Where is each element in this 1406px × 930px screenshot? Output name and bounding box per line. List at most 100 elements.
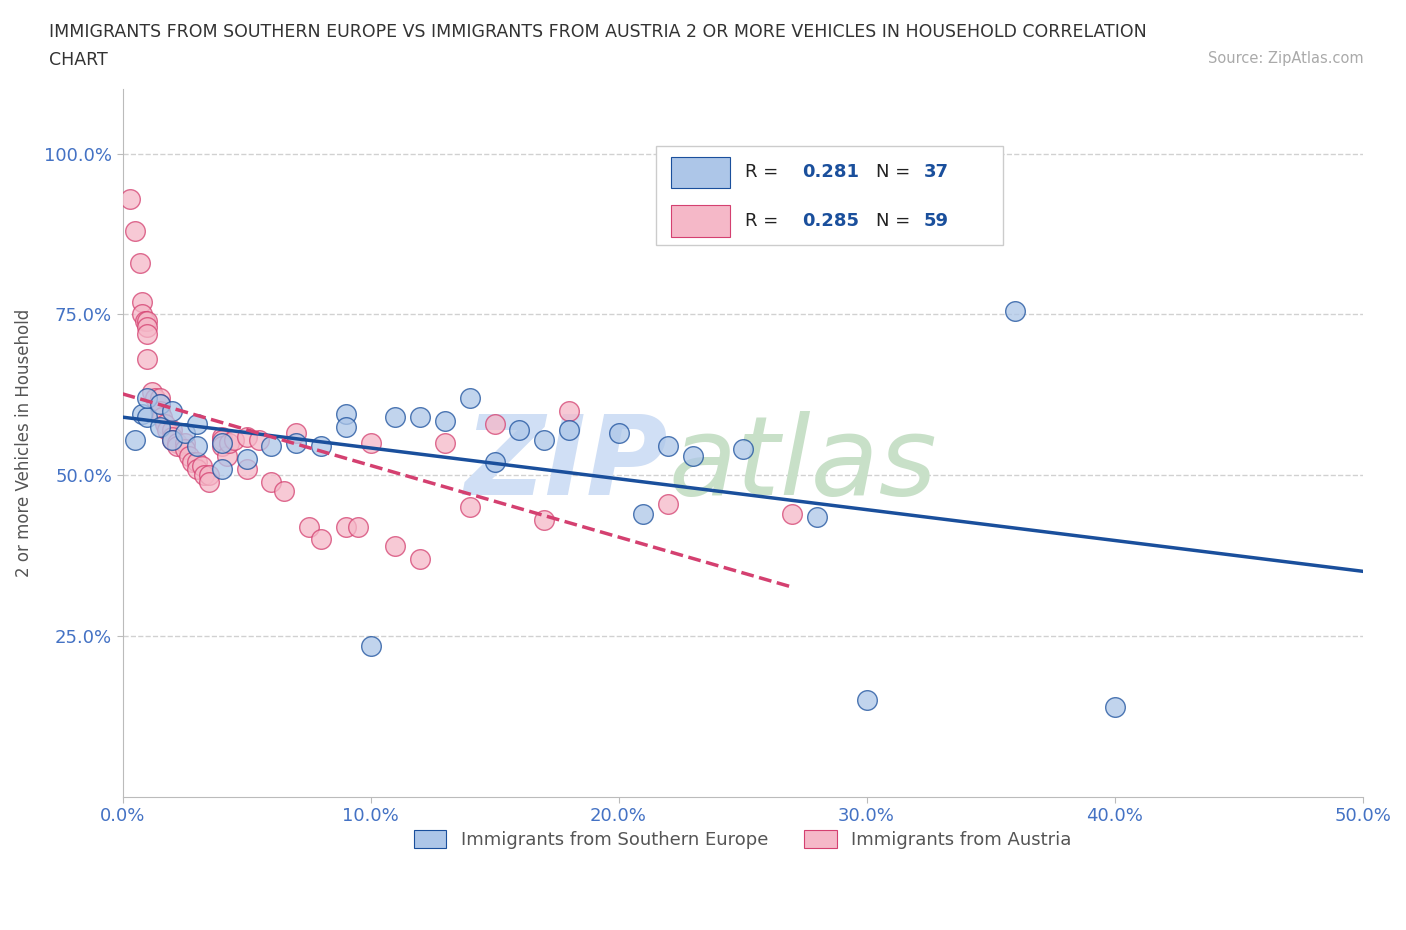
Point — [215, 448, 238, 463]
Point — [124, 223, 146, 238]
Point — [186, 455, 208, 470]
Point — [136, 326, 159, 341]
Point — [657, 497, 679, 512]
Point — [347, 519, 370, 534]
Point — [731, 442, 754, 457]
Point — [136, 352, 159, 366]
Point — [186, 417, 208, 432]
Point — [173, 435, 195, 450]
Point — [224, 432, 246, 447]
Point — [384, 538, 406, 553]
FancyBboxPatch shape — [671, 156, 730, 189]
Point — [198, 468, 221, 483]
Point — [657, 439, 679, 454]
Point — [309, 439, 332, 454]
Point — [780, 506, 803, 521]
Point — [235, 429, 257, 444]
Point — [211, 439, 233, 454]
Point — [484, 417, 506, 432]
Point — [191, 458, 214, 473]
Point — [136, 320, 159, 335]
Point — [1004, 304, 1026, 319]
Point — [166, 439, 188, 454]
Point — [335, 419, 357, 434]
Point — [558, 423, 581, 438]
Point — [433, 413, 456, 428]
Point — [186, 461, 208, 476]
Point — [160, 429, 183, 444]
Point — [360, 638, 382, 653]
Point — [136, 391, 159, 405]
Point — [179, 448, 201, 463]
FancyBboxPatch shape — [655, 146, 1002, 245]
Text: IMMIGRANTS FROM SOUTHERN EUROPE VS IMMIGRANTS FROM AUSTRIA 2 OR MORE VEHICLES IN: IMMIGRANTS FROM SOUTHERN EUROPE VS IMMIG… — [49, 23, 1147, 41]
Text: R =: R = — [745, 212, 785, 230]
Point — [211, 435, 233, 450]
Point — [309, 532, 332, 547]
Point — [247, 432, 270, 447]
Point — [149, 419, 172, 434]
Point — [156, 423, 179, 438]
Point — [160, 423, 183, 438]
Point — [149, 397, 172, 412]
Legend: Immigrants from Southern Europe, Immigrants from Austria: Immigrants from Southern Europe, Immigra… — [405, 821, 1080, 858]
Text: Source: ZipAtlas.com: Source: ZipAtlas.com — [1208, 51, 1364, 66]
Point — [173, 426, 195, 441]
Text: R =: R = — [745, 164, 785, 181]
Point — [160, 432, 183, 447]
Point — [484, 455, 506, 470]
Point — [166, 435, 188, 450]
Point — [235, 452, 257, 467]
Point — [682, 448, 704, 463]
Y-axis label: 2 or more Vehicles in Household: 2 or more Vehicles in Household — [15, 309, 32, 578]
Text: atlas: atlas — [668, 411, 936, 518]
Point — [173, 442, 195, 457]
Point — [149, 397, 172, 412]
Point — [458, 499, 481, 514]
Point — [211, 429, 233, 444]
Point — [181, 455, 204, 470]
Point — [335, 406, 357, 421]
Point — [607, 426, 630, 441]
Point — [806, 510, 828, 525]
Point — [131, 307, 153, 322]
Point — [136, 410, 159, 425]
Point — [508, 423, 530, 438]
Point — [297, 519, 319, 534]
Point — [186, 439, 208, 454]
FancyBboxPatch shape — [671, 205, 730, 236]
Point — [149, 404, 172, 418]
Point — [131, 294, 153, 309]
Point — [134, 313, 156, 328]
Point — [260, 474, 283, 489]
Point — [149, 391, 172, 405]
Point — [136, 313, 159, 328]
Text: N =: N = — [876, 164, 917, 181]
Point — [384, 410, 406, 425]
Point — [124, 432, 146, 447]
Point — [128, 256, 150, 271]
Point — [360, 435, 382, 450]
Point — [160, 432, 183, 447]
Point — [533, 512, 555, 527]
Point — [273, 484, 295, 498]
Text: N =: N = — [876, 212, 917, 230]
Point — [118, 192, 141, 206]
Point — [141, 384, 163, 399]
Text: 37: 37 — [924, 164, 949, 181]
Text: CHART: CHART — [49, 51, 108, 69]
Point — [150, 410, 173, 425]
Point — [558, 404, 581, 418]
Text: 0.281: 0.281 — [801, 164, 859, 181]
Point — [458, 391, 481, 405]
Point — [131, 406, 153, 421]
Text: ZIP: ZIP — [464, 411, 668, 518]
Point — [211, 461, 233, 476]
Text: 59: 59 — [924, 212, 949, 230]
Point — [260, 439, 283, 454]
Point — [153, 417, 176, 432]
Point — [193, 468, 215, 483]
Point — [198, 474, 221, 489]
Text: 0.285: 0.285 — [801, 212, 859, 230]
Point — [855, 693, 877, 708]
